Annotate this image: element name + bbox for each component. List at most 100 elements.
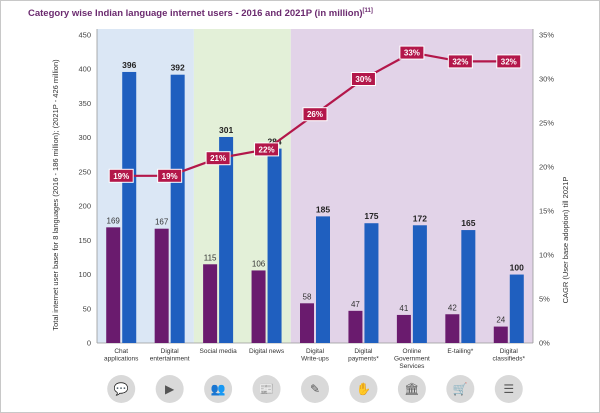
y-tick-label: 300 <box>78 133 91 142</box>
bar-2021p-label: 284 <box>267 137 281 147</box>
y-tick-label: 400 <box>78 65 91 74</box>
bar-2021p <box>364 223 379 343</box>
y-tick-label: 450 <box>78 31 91 40</box>
bar-2021p <box>267 148 282 343</box>
newspaper-icon-glyph: 📰 <box>259 382 274 396</box>
newspaper-icon: 📰 <box>252 375 281 403</box>
bar-2016-label: 106 <box>252 259 266 268</box>
x-tick-label: Chat applications <box>104 348 139 363</box>
icon-circle <box>155 375 184 403</box>
classifieds-icon: ☰ <box>494 375 523 403</box>
cagr-label: 26% <box>307 110 323 119</box>
bar-2016 <box>348 310 363 343</box>
bar-2021p-label: 185 <box>316 204 330 214</box>
bar-2021p <box>170 74 185 343</box>
x-tick-label: E-tailing* <box>447 348 473 355</box>
bar-2021p <box>122 71 137 344</box>
y2-tick-label: 20% <box>539 163 554 172</box>
x-tick-label: Digital payments* <box>348 348 379 363</box>
icon-circle <box>494 375 523 403</box>
bar-2021p-label: 301 <box>219 125 233 135</box>
bar-2016-label: 169 <box>107 216 121 225</box>
bar-2021p-label: 175 <box>364 211 378 221</box>
classifieds-icon-glyph: ☰ <box>503 382 514 396</box>
chart-title-text: Category wise Indian language internet u… <box>28 8 363 20</box>
cagr-label: 30% <box>355 75 371 84</box>
cagr-line: 19% 19% 21% 22% 26% 30% 33% 32% 32% <box>108 45 522 183</box>
y-tick-label: 200 <box>78 202 91 211</box>
x-tick-label: Digital entertainment <box>150 348 190 363</box>
y2-tick-label: 5% <box>539 295 550 304</box>
bar-2016-label: 58 <box>303 292 312 301</box>
bar-2016 <box>396 314 411 343</box>
y2-axis-label: CAGR (User base adoption) till 2021P <box>561 177 570 304</box>
chat-icon-glyph: 💬 <box>114 382 129 396</box>
cagr-marker <box>447 54 473 69</box>
cagr-marker <box>108 168 134 183</box>
icon-circle <box>107 375 136 403</box>
cagr-label: 33% <box>404 49 420 58</box>
x-tick-label: Online Government Services <box>394 348 430 370</box>
bar-2021p-label: 100 <box>510 263 524 273</box>
cagr-marker <box>157 168 183 183</box>
bar-2016-label: 47 <box>351 300 360 309</box>
bar-2016 <box>493 326 508 343</box>
x-tick-label: Digital news <box>249 348 285 355</box>
y2-tick-label: 10% <box>539 251 554 260</box>
icon-circle <box>252 375 281 403</box>
bar-2021p <box>316 216 330 343</box>
y2-tick-label: 35% <box>539 31 554 40</box>
chart-title-superscript: [11] <box>362 8 373 14</box>
cagr-marker <box>350 72 376 86</box>
y2-tick-label: 25% <box>539 119 554 128</box>
y-tick-label: 50 <box>83 304 91 313</box>
bar-2021p <box>412 225 427 343</box>
bar-2016 <box>203 264 218 343</box>
bar-2021p-label: 396 <box>122 60 136 70</box>
bar-2016 <box>154 228 169 343</box>
bar-2016-label: 42 <box>448 303 457 312</box>
y-tick-label: 250 <box>78 167 91 176</box>
axes: 0 50 100 150 200 250 300 350 400 450 0% 5% 10% 15% 20%… <box>78 29 554 370</box>
cagr-marker <box>205 151 231 166</box>
bar-2021p-label: 392 <box>171 63 185 73</box>
bar-2021p <box>219 136 234 343</box>
bar-2021p-label: 172 <box>413 213 427 223</box>
bar-2021p <box>509 274 524 343</box>
x-tick-label: Digital classifieds* <box>493 348 526 363</box>
hand-payment-icon-glyph: ✋ <box>356 382 371 396</box>
cagr-marker <box>302 107 328 122</box>
chart-title: Category wise Indian language internet u… <box>28 8 373 19</box>
government-building-icon-glyph: 🏛 <box>404 382 419 396</box>
people-icon-glyph: 👥 <box>211 382 226 396</box>
y-tick-label: 100 <box>78 270 91 279</box>
bar-2021p-label: 165 <box>461 218 475 228</box>
y2-tick-label: 15% <box>539 207 554 216</box>
icon-circle <box>397 375 426 403</box>
cagr-label: 19% <box>113 172 129 181</box>
cagr-label: 19% <box>162 172 178 181</box>
bar-2016 <box>251 270 266 343</box>
video-player-icon: ▶ <box>155 375 184 403</box>
video-player-icon-glyph: ▶ <box>165 382 175 396</box>
chat-icon: 💬 <box>107 375 136 403</box>
y2-tick-label: 30% <box>539 75 554 84</box>
x-tick-label: Social media <box>200 348 238 355</box>
cagr-label: 32% <box>452 57 468 66</box>
bar-2016-label: 115 <box>204 253 217 262</box>
y-tick-label: 350 <box>78 99 91 108</box>
bar-2016 <box>445 314 460 343</box>
icon-circle <box>301 375 329 403</box>
cagr-label: 21% <box>210 154 226 163</box>
bar-2016-label: 24 <box>496 316 505 325</box>
bar-2016 <box>300 303 314 343</box>
shopping-cart-icon-glyph: 🛒 <box>453 382 468 396</box>
icon-circle <box>204 375 233 403</box>
bars: 169 396 167 392 115 301 106 284 58 185 47 175 41 172 4… <box>106 60 524 344</box>
bar-2016 <box>106 227 121 343</box>
shopping-cart-icon: 🛒 <box>446 375 475 403</box>
government-building-icon: 🏛 <box>397 375 426 403</box>
pen-icon: ✎ <box>301 375 329 403</box>
y-tick-label: 0 <box>87 339 91 348</box>
